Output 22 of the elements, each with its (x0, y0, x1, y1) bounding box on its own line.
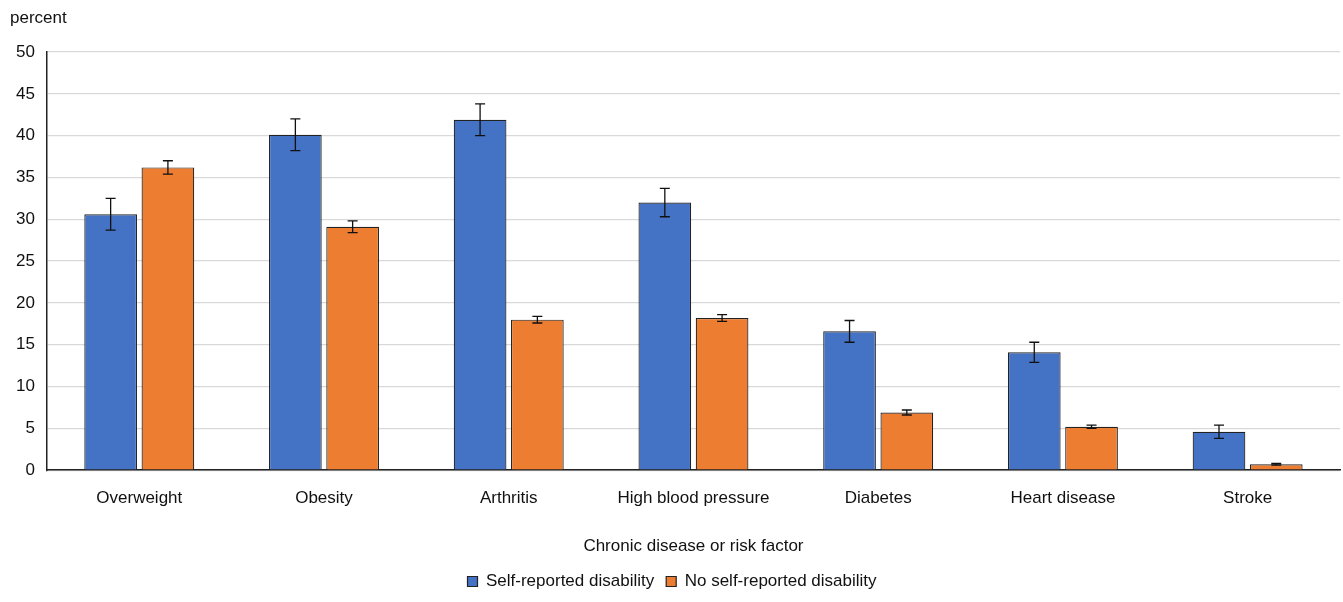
x-tick-label: Heart disease (1010, 488, 1116, 508)
legend-label: Self-reported disability (486, 571, 655, 591)
x-tick-label: Arthritis (479, 488, 538, 508)
y-tick-label: 15 (15, 334, 35, 354)
y-tick-label: 45 (15, 83, 35, 103)
x-tick-label: Obesity (295, 488, 354, 508)
x-tick-label: Overweight (96, 488, 183, 508)
legend-label: No self-reported disability (684, 571, 877, 591)
y-tick-label: 20 (15, 292, 35, 312)
y-tick-label: 25 (15, 250, 35, 270)
y-tick-label: 10 (15, 376, 35, 396)
y-tick-label: 0 (25, 459, 35, 479)
y-tick-label: 40 (15, 125, 35, 145)
y-tick-label: 35 (15, 167, 35, 187)
x-tick-label: High blood pressure (617, 488, 770, 508)
y-axis-title: percent (10, 8, 67, 28)
y-tick-label: 5 (25, 418, 35, 438)
y-tick-label: 30 (15, 208, 35, 228)
x-tick-label: Stroke (1223, 488, 1273, 508)
x-tick-label: Diabetes (844, 488, 912, 508)
x-axis-title: Chronic disease or risk factor (583, 536, 804, 556)
y-tick-label: 50 (15, 41, 35, 61)
